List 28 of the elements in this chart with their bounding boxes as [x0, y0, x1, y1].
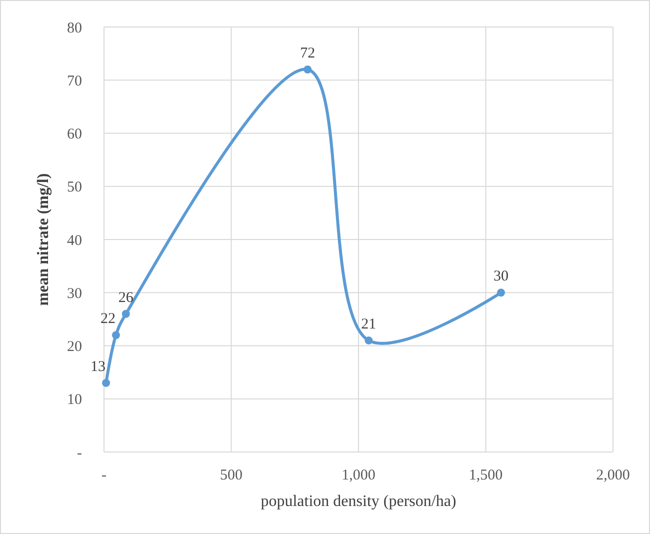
- y-tick-label: 50: [67, 180, 82, 196]
- data-label: 13: [90, 358, 106, 375]
- data-label: 22: [100, 311, 116, 328]
- point: [102, 378, 110, 387]
- data-label: 30: [494, 268, 509, 285]
- y-tick-label: -: [77, 445, 82, 462]
- y-tick-label: 10: [67, 392, 82, 408]
- y-tick-label: 70: [67, 73, 82, 90]
- x-tick-label: -: [102, 467, 106, 484]
- point: [304, 66, 312, 74]
- y-axis-title: mean nitrate (mg/l): [35, 173, 52, 306]
- x-tick-label: 1,500: [468, 467, 503, 484]
- y-tick-label: 20: [67, 339, 82, 355]
- x-axis-title: population density (person/ha): [260, 493, 456, 510]
- y-tick-label: 30: [67, 286, 82, 302]
- data-label: 72: [300, 46, 316, 62]
- point: [364, 336, 373, 344]
- point: [112, 331, 120, 340]
- point: [497, 288, 506, 297]
- y-tick-label: 40: [67, 232, 82, 249]
- x-tick-label: 500: [220, 467, 242, 484]
- y-tick-label: 60: [67, 126, 82, 142]
- x-tick-label: 2,000: [596, 467, 630, 484]
- data-label: 26: [118, 290, 134, 306]
- x-tick-label: 1,000: [342, 467, 376, 484]
- point: [122, 310, 130, 318]
- y-tick-label: 80: [67, 20, 82, 36]
- data-label: 21: [361, 316, 376, 332]
